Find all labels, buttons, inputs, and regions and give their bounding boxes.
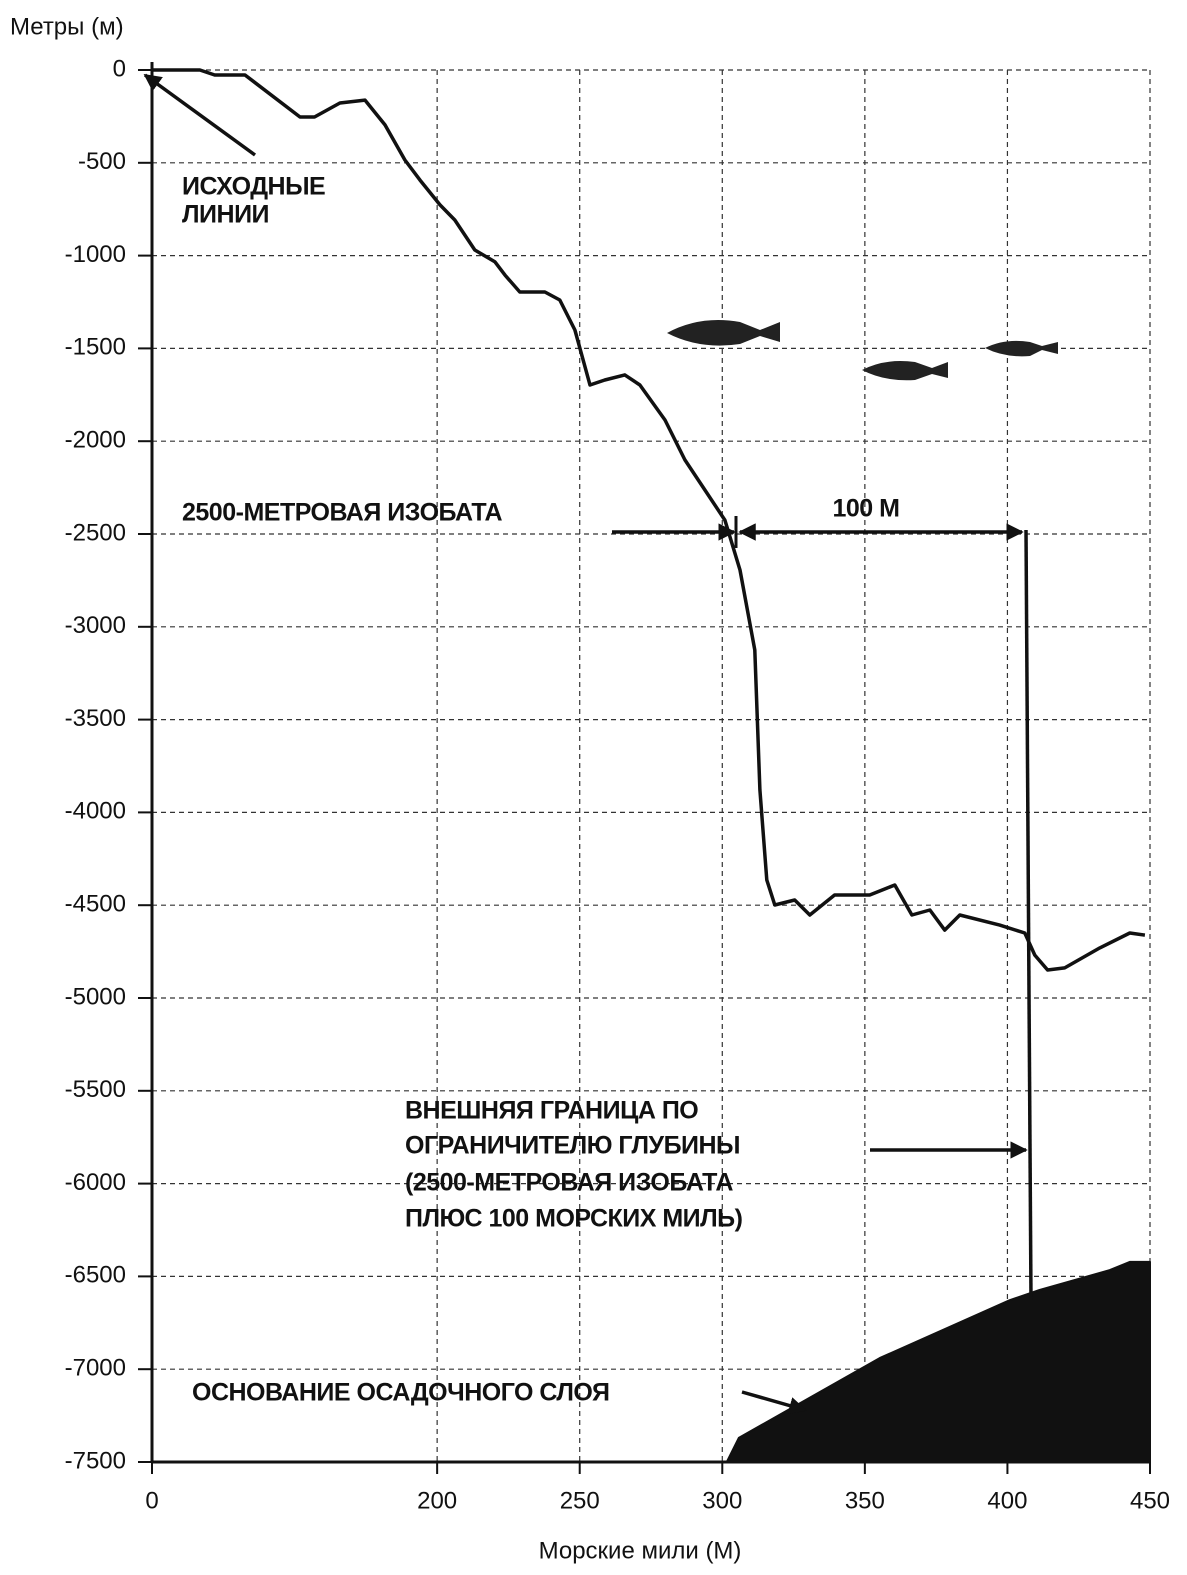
sediment-area xyxy=(725,1260,1151,1463)
y-tick-label: -2000 xyxy=(65,427,126,454)
annotation: ПЛЮС 100 МОРСКИХ МИЛЬ) xyxy=(405,1205,743,1233)
y-tick-label: -5000 xyxy=(65,983,126,1010)
annotation: ОСНОВАНИЕ ОСАДОЧНОГО СЛОЯ xyxy=(192,1379,609,1407)
x-tick-label: 200 xyxy=(417,1487,457,1514)
y-tick-label: -3500 xyxy=(65,705,126,732)
y-tick-label: 0 xyxy=(113,55,126,82)
y-tick-label: -7000 xyxy=(65,1355,126,1382)
annotation: (2500-МЕТРОВАЯ ИЗОБАТА xyxy=(405,1169,733,1197)
y-tick-label: -5500 xyxy=(65,1076,126,1103)
annotation: ВНЕШНЯЯ ГРАНИЦА ПО xyxy=(405,1097,698,1125)
fish xyxy=(667,320,1058,381)
x-tick-label: 250 xyxy=(560,1487,600,1514)
annotation: 2500-МЕТРОВАЯ ИЗОБАТА xyxy=(182,499,503,527)
y-tick-label: -4500 xyxy=(65,891,126,918)
annotation: ИСХОДНЫЕ xyxy=(182,173,325,201)
annotation: ОГРАНИЧИТЕЛЮ ГЛУБИНЫ xyxy=(405,1132,740,1160)
seafloor-line xyxy=(152,68,1146,972)
y-tick-label: -1500 xyxy=(65,334,126,361)
x-tick-label: 0 xyxy=(145,1487,158,1514)
plot-area: 0 -500 -1000 -1500 -2000 -2500 -3000 -3500 -4000… xyxy=(65,55,1170,1514)
y-tick-label: -7500 xyxy=(65,1447,126,1474)
x-tick-label: 300 xyxy=(702,1487,742,1514)
x-tick-label: 400 xyxy=(987,1487,1027,1514)
annotation: ЛИНИИ xyxy=(182,201,269,229)
y-tick-label: -6500 xyxy=(65,1262,126,1289)
arrow xyxy=(143,73,257,157)
x-axis-title: Морские мили (М) xyxy=(539,1537,742,1564)
y-tick-label: -3000 xyxy=(65,612,126,639)
x-tick-label: 350 xyxy=(845,1487,885,1514)
annotation: 100 M xyxy=(833,495,900,523)
x-tick-label: 450 xyxy=(1130,1487,1170,1514)
outer-limit-line xyxy=(1024,529,1033,1301)
y-tick-label: -500 xyxy=(78,148,126,175)
annotations: ИСХОДНЫЕ ЛИНИИ 2500-МЕТРОВАЯ ИЗОБАТА 100… xyxy=(143,73,1058,1415)
arrow xyxy=(741,1390,807,1415)
y-tick-label: -2500 xyxy=(65,519,126,546)
y-tick-label: -6000 xyxy=(65,1169,126,1196)
y-tick-label: -4000 xyxy=(65,798,126,825)
y-axis-title: Метры (м) xyxy=(10,13,124,40)
y-tick-label: -1000 xyxy=(65,241,126,268)
